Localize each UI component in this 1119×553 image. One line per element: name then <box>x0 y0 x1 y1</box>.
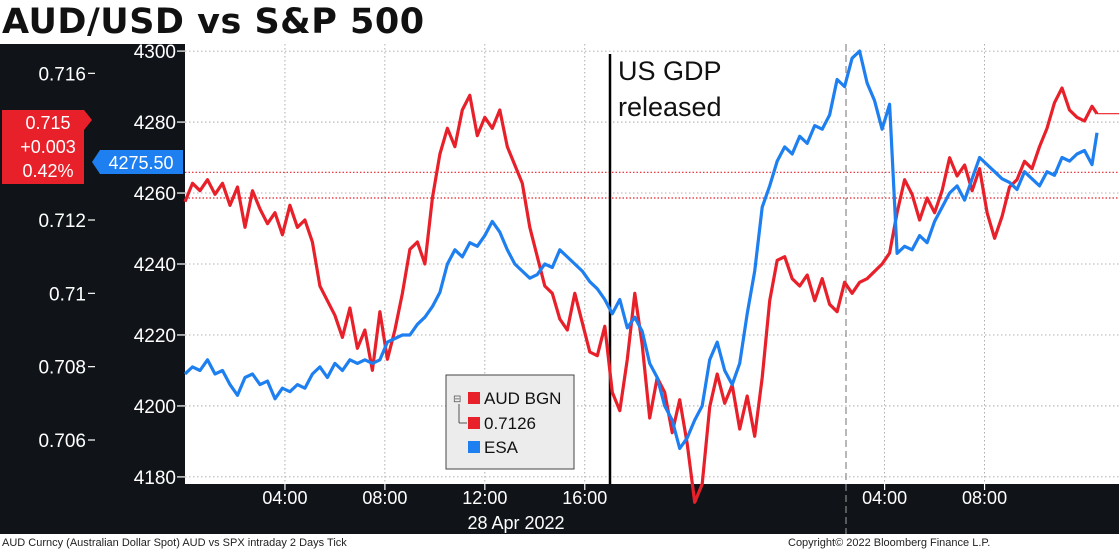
reference-lines <box>185 171 1119 199</box>
spx-axis: 4300 4280 4260 4240 4220 4200 4180 <box>134 42 185 489</box>
x-axis: 04:00 08:00 12:00 16:00 04:00 08:00 <box>262 484 1007 508</box>
bottom-axis-panel <box>185 484 1119 534</box>
legend-tree-glyph: ⊟ <box>453 394 461 405</box>
spx-tick-label: 4300 <box>134 42 176 63</box>
spx-last-box-shape <box>92 150 183 174</box>
legend-box <box>445 374 575 470</box>
aud-last-change: +0.003 <box>20 137 76 157</box>
legend-aud-value: 0.7126 <box>484 414 536 433</box>
aud-last-pct: 0.42% <box>22 161 73 181</box>
aud-last-value-box: 0.715 +0.003 0.42% <box>2 110 92 184</box>
chart-title: AUD/USD vs S&P 500 <box>2 2 425 42</box>
aud-tick-label: 0.708 <box>38 358 86 379</box>
legend-aud-name: AUD BGN <box>484 389 561 408</box>
footer-source: AUD Curncy (Australian Dollar Spot) AUD … <box>2 537 347 549</box>
spx-tick-label: 4180 <box>134 468 176 489</box>
aud-series-line <box>183 86 1099 504</box>
spx-tick-label: 4260 <box>134 184 176 205</box>
aud-last-box-shape <box>2 110 92 184</box>
legend-spx-name: ESA <box>484 438 519 457</box>
footer-copyright: Copyright© 2022 Bloomberg Finance L.P. <box>788 537 991 549</box>
aud-last-value: 0.715 <box>25 113 70 133</box>
aud-tick-label: 0.71 <box>49 284 86 305</box>
x-tick-label: 16:00 <box>562 488 607 508</box>
spx-series-line <box>183 49 1099 451</box>
x-tick-label: 08:00 <box>962 488 1007 508</box>
legend-aud-swatch <box>468 392 480 404</box>
spx-tick-label: 4240 <box>134 255 176 276</box>
x-tick-label: 12:00 <box>462 488 507 508</box>
x-tick-label: 08:00 <box>362 488 407 508</box>
aud-tick-label: 0.706 <box>38 431 86 452</box>
x-tick-label: 04:00 <box>862 488 907 508</box>
x-tick-label: 04:00 <box>262 488 307 508</box>
spx-tick-label: 4280 <box>134 113 176 134</box>
annotation-line-2: released <box>618 92 722 122</box>
spx-tick-label: 4200 <box>134 397 176 418</box>
aud-tick-label: 0.712 <box>38 211 86 232</box>
x-date-label: 28 Apr 2022 <box>467 513 564 533</box>
annotation-line-1: US GDP <box>618 56 722 86</box>
series-layer <box>183 49 1119 504</box>
aud-tick-label: 0.716 <box>38 64 86 85</box>
aud-axis: 0.716 0.712 0.71 0.708 0.706 <box>38 64 95 452</box>
spx-tick-label: 4220 <box>134 326 176 347</box>
legend-spx-swatch <box>468 441 480 453</box>
spx-last-value: 4275.50 <box>108 153 173 173</box>
legend: ⊟ AUD BGN 0.7126 ESA <box>445 374 575 470</box>
legend-aud-value-swatch <box>468 417 480 429</box>
spx-last-value-box: 4275.50 <box>92 150 183 174</box>
